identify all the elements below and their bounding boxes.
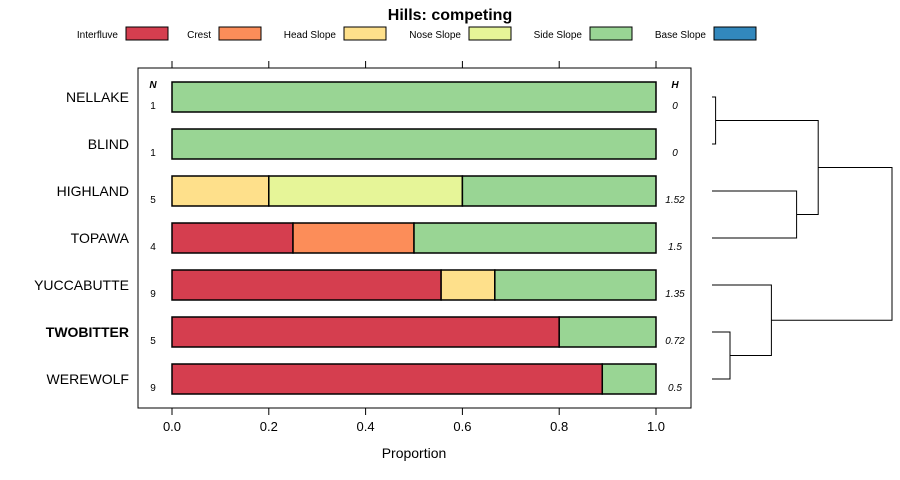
bars-layer: NELLAKE 1 0 BLIND 1 0 HIGHLAND 5 1.52 TOPAWA 4 1.5 Y… (34, 81, 685, 395)
n-header: N (149, 80, 157, 91)
category-label-blind: BLIND (88, 136, 129, 152)
h-value-werewolf: 0.5 (668, 383, 682, 394)
n-value-topawa: 4 (150, 242, 156, 253)
category-label-yuccabutte: YUCCABUTTE (34, 277, 129, 293)
n-value-werewolf: 9 (150, 383, 156, 394)
dendrogram-link-4 (712, 331, 731, 380)
n-value-highland: 5 (150, 195, 156, 206)
x-tick-label: 1.0 (647, 419, 665, 434)
bar-segment-highland-head-slope (171, 175, 270, 207)
dendrogram-link-6 (771, 167, 893, 321)
h-value-nellake: 0 (672, 101, 678, 112)
category-label-highland: HIGHLAND (57, 183, 129, 199)
bar-segment-werewolf-side-slope (601, 363, 657, 395)
dendrogram (712, 96, 893, 380)
dendrogram-link-2 (712, 190, 798, 239)
bar-segment-topawa-crest (292, 222, 415, 254)
chart-title: Hills: competing (388, 7, 512, 24)
x-tick-label: 0.0 (163, 419, 181, 434)
x-tick-label: 0.6 (453, 419, 471, 434)
h-value-twobitter: 0.72 (665, 336, 685, 347)
legend-swatch-side-slope (589, 26, 633, 41)
bar-segment-highland-nose-slope (268, 175, 464, 207)
bar-segment-topawa-side-slope (413, 222, 657, 254)
n-value-yuccabutte: 9 (150, 289, 156, 300)
legend-label-side-slope: Side Slope (534, 30, 583, 41)
bar-segment-highland-side-slope (461, 175, 657, 207)
n-value-twobitter: 5 (150, 336, 156, 347)
n-value-nellake: 1 (150, 101, 156, 112)
dendrogram-link-5 (712, 284, 772, 356)
bar-segment-nellake-side-slope (171, 81, 657, 113)
bar-segment-blind-side-slope (171, 128, 657, 160)
legend-label-head-slope: Head Slope (284, 30, 337, 41)
h-value-highland: 1.52 (665, 195, 685, 206)
bar-segment-yuccabutte-interfluve (171, 269, 442, 301)
bar-segment-topawa-interfluve (171, 222, 294, 254)
legend-swatch-base-slope (713, 26, 757, 41)
bar-segment-werewolf-interfluve (171, 363, 604, 395)
legend-label-interfluve: Interfluve (77, 30, 119, 41)
category-label-nellake: NELLAKE (66, 89, 129, 105)
bar-segment-twobitter-interfluve (171, 316, 560, 348)
legend-swatch-nose-slope (468, 26, 512, 41)
x-tick-label: 0.8 (550, 419, 568, 434)
h-header: H (671, 80, 679, 91)
x-tick-label: 0.2 (260, 419, 278, 434)
bar-segment-twobitter-side-slope (558, 316, 657, 348)
category-label-werewolf: WEREWOLF (47, 371, 129, 387)
h-value-blind: 0 (672, 148, 678, 159)
x-tick-label: 0.4 (357, 419, 375, 434)
x-axis-title: Proportion (382, 445, 447, 461)
legend: Interfluve Crest Head Slope Nose Slope Side … (77, 26, 757, 41)
h-value-topawa: 1.5 (668, 242, 682, 253)
dendrogram-link-1 (712, 96, 717, 145)
legend-swatch-head-slope (343, 26, 387, 41)
h-value-yuccabutte: 1.35 (665, 289, 685, 300)
legend-label-crest: Crest (187, 30, 211, 41)
category-label-twobitter: TWOBITTER (46, 324, 129, 340)
bar-segment-yuccabutte-side-slope (494, 269, 657, 301)
legend-label-nose-slope: Nose Slope (409, 30, 461, 41)
legend-swatch-crest (218, 26, 262, 41)
bar-segment-yuccabutte-head-slope (440, 269, 496, 301)
n-value-blind: 1 (150, 148, 156, 159)
plot-frame (137, 67, 692, 409)
category-label-topawa: TOPAWA (71, 230, 130, 246)
axes-layer: 0.0 0.2 0.4 0.6 0.8 1.0 (163, 61, 665, 434)
legend-label-base-slope: Base Slope (655, 30, 707, 41)
legend-swatch-interfluve (125, 26, 169, 41)
dendrogram-link-3 (715, 120, 819, 215)
